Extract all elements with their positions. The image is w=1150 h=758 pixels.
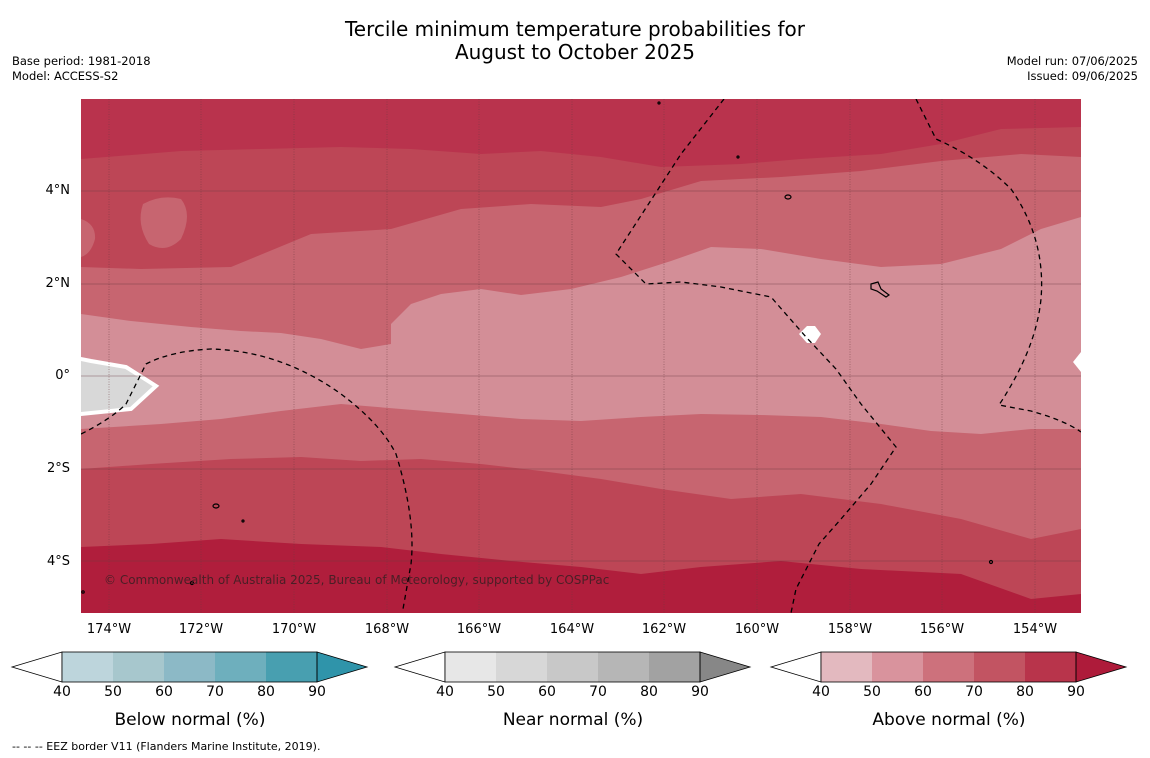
island-3: [212, 503, 220, 509]
colorbar-near: [393, 651, 752, 683]
colorbar-below-extend-low: [10, 651, 63, 683]
map-patch-light: [140, 197, 187, 248]
island-8: [736, 155, 740, 159]
colorbar-above-swatch-0: [821, 652, 872, 682]
colorbar-below-swatch-0: [62, 652, 113, 682]
lon-tick-162w: 162°W: [641, 622, 687, 637]
eez-border-central: [615, 99, 897, 613]
cb-below-label-40: 40: [53, 684, 71, 700]
cb-above-label-50: 50: [863, 684, 881, 700]
colorbar-near-swatch-1: [496, 652, 547, 682]
lat-tick-4s: 4°S: [46, 554, 70, 569]
lon-tick-168w: 168°W: [364, 622, 410, 637]
meta-left: Base period: 1981-2018 Model: ACCESS-S2: [12, 54, 151, 84]
cb-below-title: Below normal (%): [114, 710, 266, 730]
map-patch-left: [81, 219, 96, 257]
cb-below-label-90: 90: [308, 684, 326, 700]
lon-tick-164w: 164°W: [549, 622, 595, 637]
colorbar-above-swatch-1: [872, 652, 923, 682]
cb-near-title: Near normal (%): [502, 710, 644, 730]
island-9: [81, 590, 85, 594]
lat-tick-2n: 2°N: [45, 276, 71, 291]
island-2: [870, 281, 891, 298]
colorbar-above-extend-high: [1076, 652, 1126, 682]
eez-borders: [81, 99, 1081, 613]
colorbar-below-swatch-4: [266, 652, 317, 682]
map-title-line1: Tercile minimum temperature probabilitie…: [344, 17, 806, 41]
colorbar-below-swatch-1: [113, 652, 164, 682]
colorbar-above: [769, 651, 1128, 683]
colorbar-near-swatch-3: [598, 652, 649, 682]
colorbar-near-swatch-4: [649, 652, 700, 682]
cb-below-label-50: 50: [104, 684, 122, 700]
islands: [81, 101, 994, 594]
colorbar-near-extend-low: [393, 651, 446, 683]
lat-tick-4n: 4°N: [45, 183, 71, 198]
island-4: [241, 519, 245, 523]
map-lat-gridlines: [81, 190, 1081, 562]
colorbar-above-swatch-2: [923, 652, 974, 682]
cb-above-title: Above normal (%): [872, 710, 1026, 730]
map-title: Tercile minimum temperature probabilitie…: [0, 18, 1150, 64]
map-band-60: [81, 217, 1081, 434]
cb-below-label-80: 80: [257, 684, 275, 700]
cb-near-label-60: 60: [538, 684, 556, 700]
lat-tick-2s: 2°S: [46, 461, 70, 476]
cb-below-label-70: 70: [206, 684, 224, 700]
cb-above-label-60: 60: [914, 684, 932, 700]
map-copyright: © Commonwealth of Australia 2025, Bureau…: [104, 573, 610, 587]
island-1: [784, 194, 792, 200]
cb-near-label-40: 40: [436, 684, 454, 700]
colorbar-below-swatch-3: [215, 652, 266, 682]
lon-tick-174w: 174°W: [86, 622, 132, 637]
colorbar-near-swatch-2: [547, 652, 598, 682]
cb-near-label-90: 90: [691, 684, 709, 700]
colorbar-near-swatch-0: [445, 652, 496, 682]
lon-tick-170w: 170°W: [271, 622, 317, 637]
cb-above-label-90: 90: [1067, 684, 1085, 700]
cb-near-label-80: 80: [640, 684, 658, 700]
island-5: [189, 580, 195, 586]
colorbar-below-swatch-2: [164, 652, 215, 682]
island-6: [988, 559, 994, 565]
cb-below-label-60: 60: [155, 684, 173, 700]
island-7: [657, 101, 661, 105]
model-name: Model: ACCESS-S2: [12, 69, 119, 83]
map-band-top: [81, 99, 1081, 167]
lon-tick-172w: 172°W: [178, 622, 224, 637]
colorbar-above-swatch-3: [974, 652, 1025, 682]
colorbar-above-swatch-4: [1025, 652, 1076, 682]
lon-tick-158w: 158°W: [827, 622, 873, 637]
colorbar-below-extend-high: [317, 652, 367, 682]
probability-map: [81, 99, 1081, 613]
lon-tick-160w: 160°W: [734, 622, 780, 637]
colorbar-below: [10, 651, 369, 683]
cb-near-label-50: 50: [487, 684, 505, 700]
cb-above-label-70: 70: [965, 684, 983, 700]
lon-tick-156w: 156°W: [919, 622, 965, 637]
colorbar-near-extend-high: [700, 652, 750, 682]
map-white-patch-1: [799, 326, 821, 343]
cb-above-label-40: 40: [812, 684, 830, 700]
colorbar-above-extend-low: [769, 651, 822, 683]
lat-tick-0: 0°: [55, 368, 70, 383]
base-period: Base period: 1981-2018: [12, 54, 151, 68]
map-white-patch-2: [1073, 352, 1081, 372]
map-near-normal-patch: [81, 356, 160, 417]
eez-border-east: [915, 99, 1081, 433]
model-run: Model run: 07/06/2025: [1006, 54, 1138, 68]
map-gridlines: [108, 99, 1036, 613]
meta-right: Model run: 07/06/2025 Issued: 09/06/2025: [1007, 54, 1138, 84]
lon-tick-154w: 154°W: [1012, 622, 1058, 637]
eez-legend-note: -- -- -- EEZ border V11 (Flanders Marine…: [12, 740, 321, 753]
map-title-line2: August to October 2025: [454, 40, 696, 64]
lon-tick-166w: 166°W: [456, 622, 502, 637]
cb-near-label-70: 70: [589, 684, 607, 700]
issued-date: Issued: 09/06/2025: [1027, 69, 1138, 83]
cb-above-label-80: 80: [1016, 684, 1034, 700]
